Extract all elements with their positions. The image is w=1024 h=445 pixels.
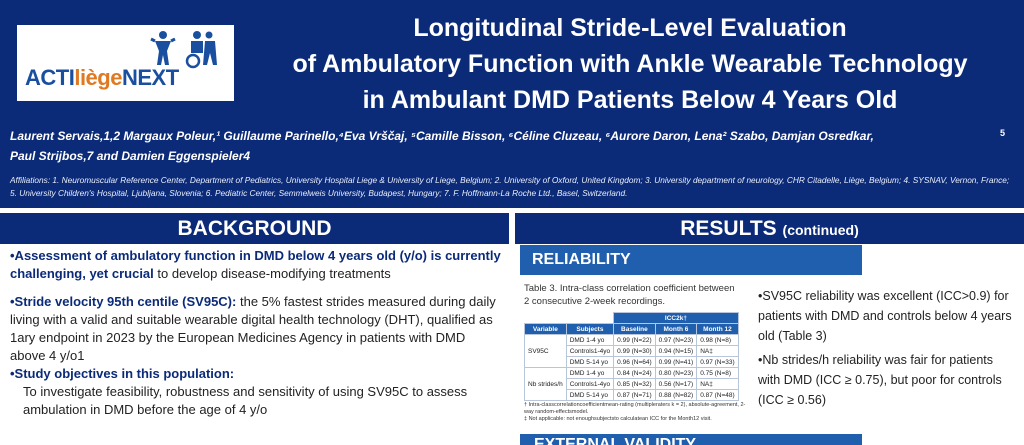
actiliege-next-logo: ACTIliègeNEXT [17, 25, 234, 101]
col-header-variable: Variable [524, 323, 567, 335]
col-header-subjects: Subjects [565, 323, 615, 335]
logo-wordmark: ACTIliègeNEXT [25, 65, 179, 90]
icc-table: ICC2k† Variable Subjects Baseline Month … [524, 312, 739, 401]
title-line-2: of Ambulatory Function with Ankle Wearab… [292, 50, 968, 78]
affiliations: Affiliations: 1. Neuromuscular Reference… [10, 175, 1010, 198]
title-line-3: in Ambulant DMD Patients Below 4 Years O… [362, 86, 898, 114]
footnote-icc: † Intra-classcorrelationcoefficientmean-… [524, 402, 746, 415]
background-heading: BACKGROUND [0, 213, 509, 244]
authors-line-1: Laurent Servais,1,2 Margaux Poleur,¹ Gui… [10, 129, 874, 143]
reliability-findings: •SV95C reliability was excellent (ICC>0.… [758, 286, 1018, 414]
authors-line-2: Paul Strijbos,7 and Damien Eggenspieler4 [10, 149, 251, 163]
finding-sv95c: •SV95C reliability was excellent (ICC>0.… [758, 289, 1012, 343]
col-header-baseline: Baseline [613, 323, 656, 335]
variable-cell: Nb strides/h [524, 367, 567, 401]
variable-cell: SV95C [524, 334, 567, 368]
table-footnotes: † Intra-classcorrelationcoefficientmean-… [524, 402, 754, 423]
background-objectives-heading: •Study objectives in this population: [10, 366, 235, 381]
poster-title: Longitudinal Stride-Level Evaluation of … [236, 10, 1024, 118]
finding-nb-strides: •Nb strides/h reliability was fair for p… [758, 353, 1002, 407]
poster-header: ACTIliègeNEXT Longitudinal Stride-Level … [0, 0, 1024, 208]
footnote-na: ‡ Not applicable: not enoughsubjectsto c… [524, 416, 712, 422]
author-list: Laurent Servais,1,2 Margaux Poleur,¹ Gui… [10, 126, 1014, 166]
background-paragraph-2: •Stride velocity 95th centile (SV95C): t… [10, 294, 496, 363]
table-row: Controls1-4yo 0.99 (N=30) 0.94 (N=15) NA‡ [525, 345, 739, 357]
table-3-caption: Table 3. Intra-class correlation coeffic… [524, 283, 735, 307]
table-row: Controls1-4yo 0.85 (N=32) 0.56 (N=17) NA‡ [525, 378, 739, 390]
background-section: •Assessment of ambulatory function in DM… [10, 247, 504, 419]
col-header-month12: Month 12 [696, 323, 739, 335]
background-objectives-text: To investigate feasibility, robustness a… [23, 384, 468, 417]
external-validity-heading: EXTERNAL VALIDITY [520, 434, 862, 445]
results-heading: RESULTS (continued) [515, 213, 1024, 244]
table-row: SV95C DMD 1-4 yo 0.99 (N=22) 0.97 (N=23) 0.… [524, 334, 739, 368]
reliability-heading: RELIABILITY [520, 245, 862, 275]
table-row: DMD 5-14 yo 0.87 (N=71) 0.88 (N=82) 0.87 (N… [525, 389, 739, 401]
author-superscript: 5 [1000, 128, 1006, 138]
table-row: Nb strides/h DMD 1-4 yo 0.84 (N=24) 0.80 (… [524, 367, 739, 401]
col-header-month6: Month 6 [654, 323, 698, 335]
background-paragraph-1: •Assessment of ambulatory function in DM… [10, 248, 501, 281]
people-figures-icon [150, 31, 217, 69]
title-line-1: Longitudinal Stride-Level Evaluation [413, 14, 847, 42]
icc-group-header: ICC2k† [613, 312, 739, 324]
